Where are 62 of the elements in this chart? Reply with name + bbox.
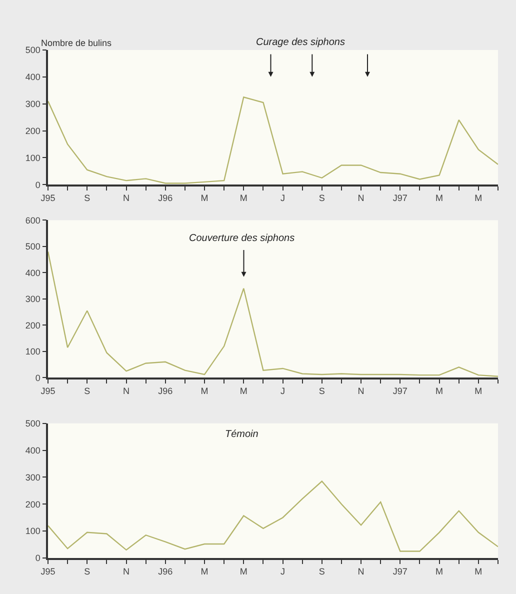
y-tick-label: 300 <box>25 472 40 482</box>
x-tick-label: N <box>123 386 130 396</box>
x-tick-label: J97 <box>392 386 408 396</box>
y-tick-label: 500 <box>25 418 40 429</box>
y-tick-label: 0 <box>35 180 40 190</box>
x-tick-label: J <box>280 386 286 396</box>
y-tick-label: 100 <box>25 346 40 357</box>
text: Curage des siphons <box>256 37 345 48</box>
y-tick-label: 400 <box>25 72 40 82</box>
y-axis-title: Nombre de bulins <box>41 38 112 48</box>
y-tick-label: 500 <box>25 45 40 56</box>
y-tick-label: 200 <box>25 499 40 510</box>
x-tick-label: N <box>358 193 364 204</box>
y-tick-label: 500 <box>25 242 40 252</box>
x-tick-label: J <box>280 193 286 204</box>
x-tick-label: S <box>318 193 325 204</box>
x-tick-label: M <box>240 386 248 396</box>
y-tick-label: 400 <box>25 445 40 456</box>
x-tick-label: S <box>84 193 90 204</box>
y-tick-label: 300 <box>25 294 40 304</box>
y-tick-label: 100 <box>25 526 40 536</box>
y-tick-label: 400 <box>25 268 40 278</box>
y-tick-label: 0 <box>35 372 40 383</box>
x-tick-label: M <box>436 386 444 396</box>
x-tick-label: M <box>436 566 444 577</box>
x-tick-label: N <box>358 566 364 577</box>
line-series <box>48 480 498 552</box>
y-tick-label: 200 <box>25 126 40 136</box>
y-tick-label: 200 <box>25 320 40 330</box>
x-tick-label: J97 <box>392 566 408 577</box>
x-tick-label: M <box>474 566 482 577</box>
x-tick-label: N <box>123 566 130 577</box>
annotation: Témoin <box>225 429 259 440</box>
x-tick-label: J97 <box>392 193 408 204</box>
line-series <box>48 96 498 184</box>
line-series <box>48 251 498 377</box>
x-tick-label: J96 <box>158 386 173 396</box>
x-tick-label: M <box>240 566 248 577</box>
y-tick-label: 100 <box>25 152 40 163</box>
x-tick-label: J95 <box>40 566 56 577</box>
x-tick-label: N <box>123 193 130 204</box>
x-tick-label: M <box>200 566 208 577</box>
x-tick-label: J95 <box>40 193 56 204</box>
x-tick-label: M <box>200 193 208 204</box>
x-tick-label: N <box>358 386 364 396</box>
x-tick-label: M <box>200 386 208 396</box>
x-tick-label: M <box>436 193 444 204</box>
x-tick-label: S <box>318 386 325 396</box>
x-tick-label: S <box>84 386 90 396</box>
y-tick-label: 300 <box>25 99 40 109</box>
x-tick-label: M <box>474 386 482 396</box>
x-tick-label: S <box>84 566 90 577</box>
y-tick-label: 0 <box>35 553 40 564</box>
x-tick-label: S <box>318 566 325 577</box>
x-tick-label: J96 <box>158 566 173 577</box>
y-tick-label: 600 <box>25 215 40 226</box>
annotation: Couverture des siphons <box>189 233 295 244</box>
x-tick-label: M <box>240 193 248 204</box>
x-tick-label: J95 <box>40 386 56 396</box>
x-tick-label: J96 <box>158 193 173 204</box>
x-tick-label: M <box>474 193 482 204</box>
x-tick-label: J <box>280 566 286 577</box>
